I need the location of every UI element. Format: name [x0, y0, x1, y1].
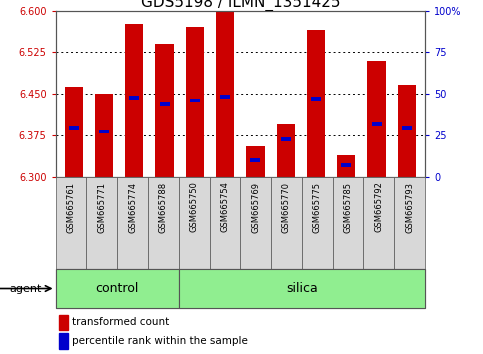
- Bar: [210, 177, 240, 269]
- Text: GSM665771: GSM665771: [97, 182, 106, 233]
- Title: GDS5198 / ILMN_1351425: GDS5198 / ILMN_1351425: [141, 0, 340, 11]
- Text: transformed count: transformed count: [72, 318, 170, 327]
- Bar: [368, 61, 385, 177]
- Bar: [56, 177, 86, 269]
- Bar: [159, 102, 170, 106]
- Bar: [99, 130, 109, 133]
- Text: GSM665775: GSM665775: [313, 182, 322, 233]
- Bar: [129, 96, 139, 99]
- Text: silica: silica: [286, 282, 318, 295]
- Bar: [69, 126, 79, 130]
- Bar: [341, 163, 351, 167]
- Bar: [402, 126, 412, 130]
- Bar: [59, 333, 69, 348]
- Bar: [65, 87, 83, 177]
- Bar: [179, 269, 425, 308]
- Text: GSM665793: GSM665793: [405, 182, 414, 233]
- Bar: [216, 11, 234, 177]
- Bar: [186, 27, 204, 177]
- Bar: [179, 177, 210, 269]
- Text: GSM665788: GSM665788: [159, 182, 168, 233]
- Text: control: control: [96, 282, 139, 295]
- Bar: [190, 98, 200, 102]
- Bar: [125, 24, 143, 177]
- Bar: [241, 177, 271, 269]
- Text: percentile rank within the sample: percentile rank within the sample: [72, 336, 248, 346]
- Bar: [59, 315, 69, 330]
- Bar: [95, 94, 113, 177]
- Bar: [86, 177, 117, 269]
- Bar: [398, 86, 416, 177]
- Text: GSM665770: GSM665770: [282, 182, 291, 233]
- Text: GSM665792: GSM665792: [374, 182, 384, 233]
- Text: GSM665754: GSM665754: [220, 182, 229, 233]
- Bar: [371, 122, 382, 126]
- Bar: [281, 137, 291, 141]
- Bar: [148, 177, 179, 269]
- Bar: [302, 177, 333, 269]
- Text: GSM665774: GSM665774: [128, 182, 137, 233]
- Bar: [220, 95, 230, 98]
- Bar: [117, 177, 148, 269]
- Bar: [246, 147, 265, 177]
- Bar: [277, 124, 295, 177]
- Bar: [333, 177, 364, 269]
- Bar: [337, 155, 355, 177]
- Bar: [251, 159, 260, 162]
- Bar: [311, 97, 321, 101]
- Bar: [394, 177, 425, 269]
- Text: GSM665769: GSM665769: [251, 182, 260, 233]
- Bar: [156, 44, 174, 177]
- Text: GSM665785: GSM665785: [343, 182, 353, 233]
- Bar: [364, 177, 394, 269]
- Text: GSM665750: GSM665750: [190, 182, 199, 233]
- Text: GSM665761: GSM665761: [67, 182, 75, 233]
- Text: agent: agent: [10, 284, 42, 293]
- Bar: [271, 177, 302, 269]
- Bar: [56, 269, 179, 308]
- Bar: [307, 30, 325, 177]
